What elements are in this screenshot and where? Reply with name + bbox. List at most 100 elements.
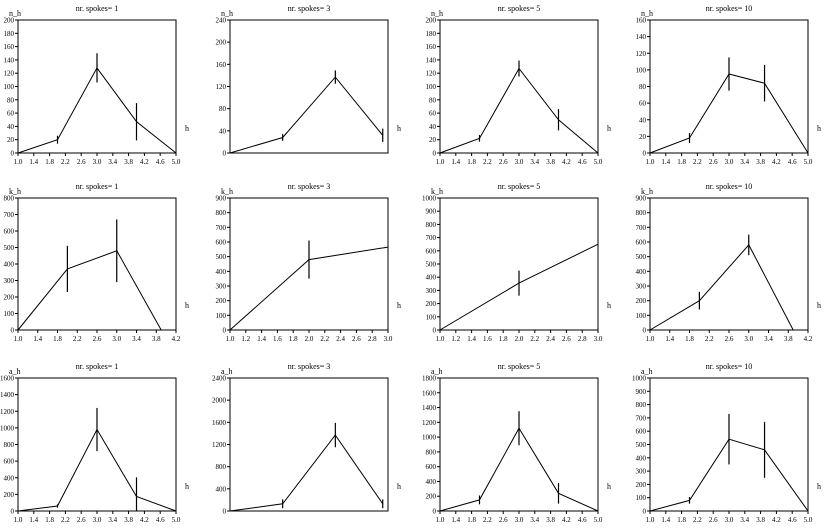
y-tick-label: 800 — [636, 401, 647, 409]
x-tick-label: 4.6 — [578, 158, 587, 166]
x-tick-label: 2.2 — [693, 516, 702, 524]
y-tick-label: 500 — [636, 441, 647, 449]
chart-title: nr. spokes= 1 — [76, 182, 119, 191]
y-tick-label: 700 — [4, 211, 15, 219]
y-axis-label: n_h — [641, 9, 653, 18]
y-tick-label: 20 — [429, 136, 437, 144]
y-tick-label: 2400 — [212, 375, 227, 383]
chart-title: nr. spokes= 5 — [498, 182, 541, 191]
y-tick-label: 800 — [426, 221, 437, 229]
y-tick-label: 200 — [4, 491, 15, 499]
chart-title: nr. spokes= 3 — [288, 4, 331, 13]
x-tick-label: 5.0 — [172, 158, 181, 166]
series-line — [229, 434, 384, 512]
y-axis-label: a_h — [9, 367, 21, 376]
x-tick-label: 2.2 — [61, 158, 70, 166]
y-tick-label: 120 — [426, 70, 437, 78]
y-tick-label: 60 — [7, 110, 15, 118]
y-tick-label: 1000 — [632, 375, 647, 383]
x-tick-label: 2.2 — [693, 158, 702, 166]
x-tick-label: 1.8 — [45, 158, 54, 166]
y-tick-label: 200 — [636, 481, 647, 489]
series-line — [17, 250, 162, 331]
x-tick-label: 1.0 — [14, 158, 23, 166]
chart-panel-8: nr. spokes= 10 k_hh 0 100 200 300 400 500 600 700… — [636, 182, 822, 343]
y-axis-label: k_h — [221, 187, 233, 196]
x-tick-label: 2.6 — [77, 158, 86, 166]
y-tick-label: 120 — [636, 50, 647, 58]
y-tick-label: 160 — [426, 43, 437, 51]
chart-panel-7: nr. spokes= 5 k_hh 0 100 200 300 400 500 600 700 8… — [422, 182, 611, 343]
x-tick-label: 1.8 — [499, 335, 508, 343]
x-tick-label: 1.6 — [483, 335, 492, 343]
y-tick-label: 700 — [636, 224, 647, 232]
x-tick-label: 2.6 — [725, 335, 734, 343]
y-tick-label: 40 — [429, 123, 437, 131]
y-tick-label: 400 — [216, 485, 227, 493]
x-tick-label: 2.6 — [709, 158, 718, 166]
chart-title: nr. spokes= 5 — [498, 362, 541, 371]
y-axis-label: n_h — [221, 9, 233, 18]
y-tick-label: 200 — [426, 493, 437, 501]
x-tick-label: 2.2 — [320, 335, 329, 343]
x-axis-label: h — [817, 301, 821, 310]
x-tick-label: 2.2 — [73, 335, 82, 343]
y-tick-label: 900 — [636, 195, 647, 203]
x-tick-label: 1.8 — [467, 158, 476, 166]
x-tick-label: 3.4 — [132, 335, 141, 343]
chart-panel-4: nr. spokes= 10 n_hh 0 20 40 60 80 100 120 140 160 1… — [636, 4, 822, 166]
x-axis-label: h — [397, 301, 401, 310]
x-tick-label: 3.0 — [112, 335, 121, 343]
y-tick-label: 0 — [11, 150, 15, 158]
y-tick-label: 60 — [639, 100, 647, 108]
y-tick-label: 1000 — [422, 195, 437, 203]
y-tick-label: 500 — [4, 244, 15, 252]
y-tick-label: 100 — [636, 494, 647, 502]
x-tick-label: 2.2 — [705, 335, 714, 343]
chart-title: nr. spokes= 10 — [706, 182, 753, 191]
x-tick-label: 4.2 — [140, 158, 149, 166]
x-tick-label: 2.6 — [499, 516, 508, 524]
y-tick-label: 0 — [643, 508, 647, 516]
y-tick-label: 800 — [636, 209, 647, 217]
y-tick-label: 160 — [216, 61, 227, 69]
y-tick-label: 1000 — [0, 424, 15, 432]
y-tick-label: 160 — [4, 43, 15, 51]
x-tick-label: 1.0 — [646, 335, 655, 343]
y-axis-label: n_h — [9, 9, 21, 18]
x-tick-label: 3.4 — [108, 516, 117, 524]
y-tick-label: 1200 — [422, 419, 437, 427]
x-tick-label: 4.2 — [562, 158, 571, 166]
series-line — [229, 76, 384, 154]
chart-panel-3: nr. spokes= 5 n_hh 0 20 40 60 80 100 120 140 160 18… — [426, 4, 612, 166]
x-tick-label: 3.4 — [764, 335, 773, 343]
x-tick-label: 3.0 — [93, 516, 102, 524]
y-tick-label: 500 — [426, 261, 437, 269]
chart-title: nr. spokes= 3 — [288, 182, 331, 191]
y-tick-label: 800 — [4, 195, 15, 203]
x-tick-label: 1.4 — [451, 158, 460, 166]
y-axis-label: k_h — [641, 187, 653, 196]
y-tick-label: 80 — [7, 96, 15, 104]
y-tick-label: 300 — [636, 283, 647, 291]
x-tick-label: 3.0 — [744, 335, 753, 343]
x-tick-label: 4.2 — [772, 516, 781, 524]
y-tick-label: 100 — [426, 313, 437, 321]
y-tick-label: 900 — [636, 388, 647, 396]
y-tick-label: 400 — [4, 474, 15, 482]
y-tick-label: 600 — [216, 239, 227, 247]
x-tick-label: 1.8 — [53, 335, 62, 343]
y-tick-label: 700 — [216, 224, 227, 232]
x-tick-label: 1.0 — [14, 516, 23, 524]
x-axis-label: h — [817, 482, 821, 491]
x-tick-label: 3.0 — [93, 158, 102, 166]
y-tick-label: 500 — [216, 253, 227, 261]
y-tick-label: 100 — [636, 312, 647, 320]
y-tick-label: 1400 — [422, 404, 437, 412]
x-tick-label: 3.4 — [108, 158, 117, 166]
x-tick-label: 1.4 — [33, 335, 42, 343]
y-tick-label: 180 — [4, 30, 15, 38]
x-tick-label: 3.0 — [594, 335, 603, 343]
y-tick-label: 0 — [11, 508, 15, 516]
